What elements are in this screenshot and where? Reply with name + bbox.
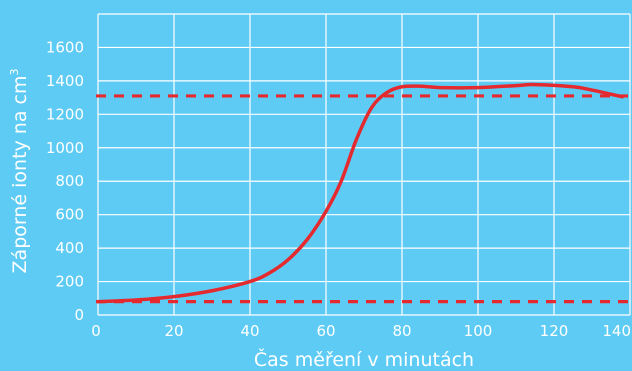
x-tick-label: 140 (602, 322, 631, 340)
x-tick-label: 60 (316, 322, 335, 340)
y-tick-label: 800 (55, 172, 84, 190)
y-axis-label: Záporné ionty na cm3 (8, 69, 31, 274)
y-tick-labels: 0 200 400 600 800 1000 1200 1400 1600 (46, 38, 84, 324)
series-line (96, 82, 625, 304)
y-tick-label: 1000 (46, 139, 84, 157)
y-axis-label-superscript: 3 (8, 69, 21, 76)
x-tick-label: 80 (392, 322, 411, 340)
y-tick-label: 0 (74, 306, 84, 324)
y-axis-label-text: Záporné ionty na cm (9, 76, 31, 274)
y-tick-label: 1200 (46, 105, 84, 123)
x-tick-label: 20 (164, 322, 183, 340)
x-tick-label: 40 (240, 322, 259, 340)
series (96, 82, 625, 304)
x-axis-label: Čas měření v minutách (254, 347, 474, 371)
y-tick-label: 1600 (46, 38, 84, 56)
y-tick-label: 400 (55, 239, 84, 257)
y-tick-label: 600 (55, 206, 84, 224)
x-tick-label: 0 (91, 322, 101, 340)
y-tick-label: 1400 (46, 72, 84, 90)
x-tick-label: 120 (540, 322, 569, 340)
x-tick-labels: 0 20 40 60 80 100 120 140 (91, 322, 631, 340)
grid (97, 13, 631, 316)
y-tick-label: 200 (55, 273, 84, 291)
x-tick-label: 100 (464, 322, 493, 340)
